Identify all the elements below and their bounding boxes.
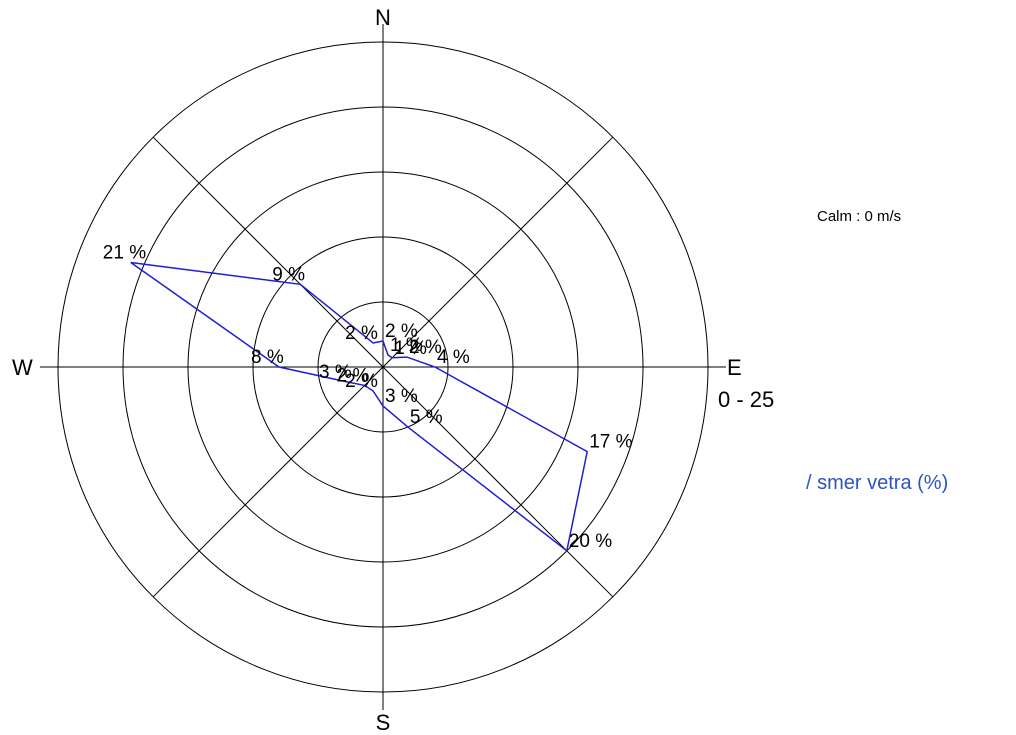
value-label-wnw: 21 % [103, 243, 146, 264]
value-label-nne: 1 % [390, 335, 423, 356]
value-label-nw: 9 % [272, 264, 305, 285]
compass-label-s: S [376, 710, 391, 735]
value-label-ssw: 2 % [345, 371, 378, 392]
rose-grid [40, 24, 726, 710]
range-label: 0 - 25 [718, 387, 774, 412]
wind-frequency-series [130, 261, 589, 553]
compass-label-n: N [375, 5, 391, 30]
rose-series [130, 261, 589, 553]
value-label-ne: 1 % [394, 338, 427, 359]
value-label-ene: 2 % [409, 337, 442, 358]
value-label-sse: 5 % [410, 407, 443, 428]
value-label-w: 8 % [251, 347, 284, 368]
calm-label: Calm : 0 m/s [817, 208, 902, 225]
value-label-ese: 17 % [589, 432, 632, 453]
grid-spoke-3 [152, 136, 614, 598]
value-label-se: 20 % [569, 531, 612, 552]
compass-label-w: W [12, 355, 33, 380]
value-label-wsw: 3 % [319, 362, 352, 383]
legend-label: / smer vetra (%) [806, 472, 949, 494]
value-label-e: 4 % [437, 347, 470, 368]
value-label-nnw: 2 % [345, 323, 378, 344]
rose-value-labels: 2 %1 %1 %2 %4 %17 %20 %5 %3 %2 %2 %3 %8 … [103, 243, 633, 552]
value-label-s: 3 % [385, 386, 418, 407]
compass-label-e: E [727, 355, 742, 380]
value-label-sw: 2 % [337, 365, 370, 386]
value-label-n: 2 % [385, 321, 418, 342]
